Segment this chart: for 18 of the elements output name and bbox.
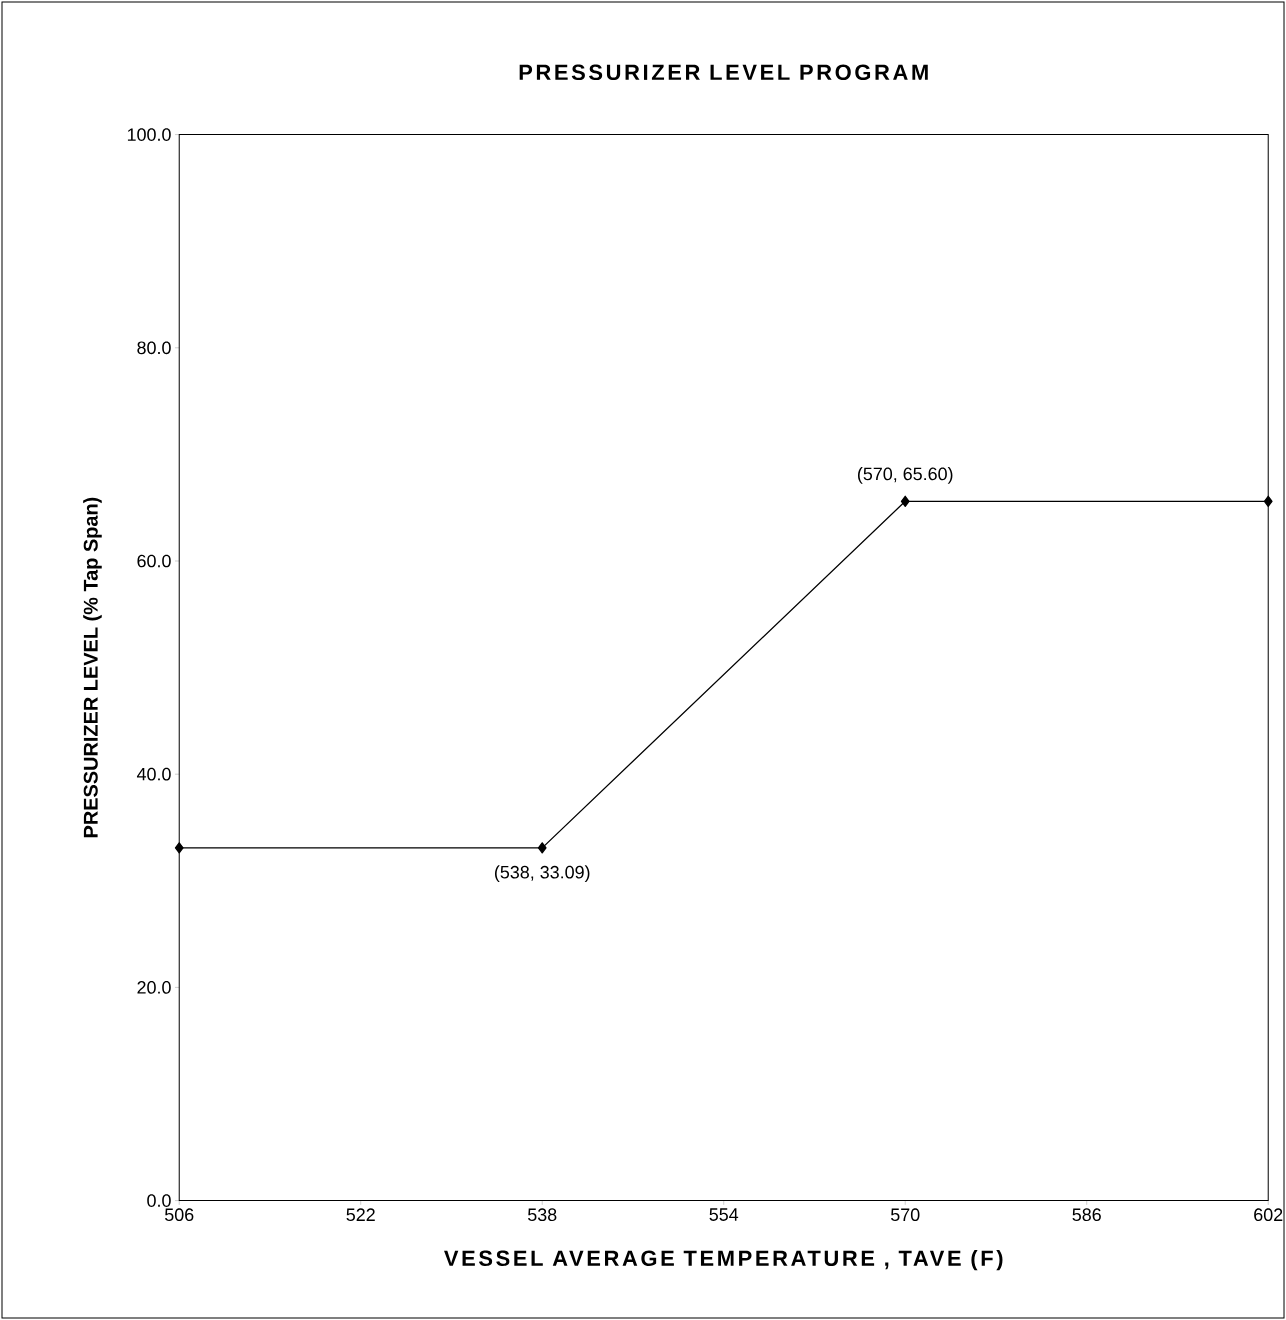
annotation: (570, 65.60) [857, 467, 953, 484]
y-tick-label: 60.0 [137, 554, 171, 568]
x-tick-label: 522 [346, 1208, 375, 1222]
x-tick-label: 602 [1254, 1208, 1283, 1222]
x-tick-label: 554 [709, 1208, 739, 1221]
x-tick-label: 570 [890, 1208, 920, 1222]
x-tick-label: 538 [527, 1208, 557, 1222]
y-tick-label: 80.0 [137, 341, 171, 355]
chart-title: PRESSURIZER LEVEL PROGRAM [519, 64, 928, 81]
x-axis-title: VESSEL AVERAGE TEMPERATURE , TAVE (F) [444, 1249, 1003, 1271]
y-tick-label: 100.0 [127, 128, 171, 141]
annotation: (538, 33.09) [494, 865, 590, 883]
y-axis-title: PRESSURIZER LEVEL (% Tap Span) [83, 497, 102, 838]
y-tick-label: 20.0 [137, 981, 171, 994]
y-tick-label: 0.0 [147, 1194, 171, 1207]
x-tick-label: 586 [1072, 1208, 1101, 1222]
x-tick-label: 506 [164, 1208, 194, 1222]
y-tick-label: 40.0 [136, 767, 171, 781]
